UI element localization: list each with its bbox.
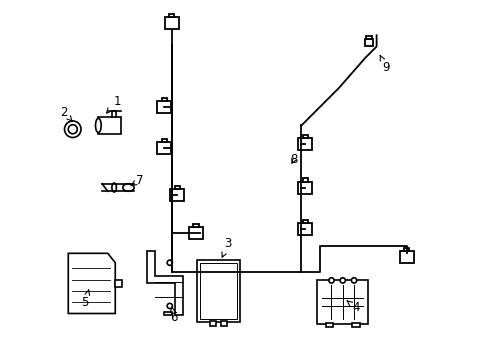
Circle shape <box>351 278 357 283</box>
Text: 1: 1 <box>107 95 121 113</box>
Bar <box>399 251 414 263</box>
Circle shape <box>167 303 172 309</box>
FancyBboxPatch shape <box>197 260 240 322</box>
Bar <box>365 39 373 46</box>
Bar <box>189 227 203 239</box>
Text: 5: 5 <box>81 290 90 309</box>
Bar <box>165 17 179 29</box>
Bar <box>221 321 227 325</box>
Bar <box>367 36 372 39</box>
Bar <box>302 135 308 138</box>
Bar <box>157 101 172 113</box>
Bar <box>162 139 167 142</box>
Bar <box>194 224 199 227</box>
Bar <box>174 186 180 189</box>
Text: 3: 3 <box>222 238 232 257</box>
Bar <box>157 142 172 154</box>
Bar <box>302 179 308 181</box>
Text: 4: 4 <box>347 301 360 314</box>
Ellipse shape <box>112 183 117 192</box>
Bar <box>210 321 216 325</box>
Polygon shape <box>98 117 121 134</box>
Bar <box>298 181 312 194</box>
Bar <box>298 223 312 235</box>
Text: 7: 7 <box>131 174 144 186</box>
Circle shape <box>329 278 334 283</box>
Circle shape <box>68 125 77 134</box>
Bar <box>170 189 184 201</box>
Ellipse shape <box>96 118 101 132</box>
Bar <box>298 138 312 150</box>
Bar <box>200 263 237 319</box>
Ellipse shape <box>123 184 134 191</box>
Bar <box>404 248 409 251</box>
Bar <box>162 98 167 101</box>
Bar <box>302 220 308 223</box>
Bar <box>169 14 174 17</box>
Bar <box>115 280 122 287</box>
Circle shape <box>340 278 345 283</box>
Text: 9: 9 <box>380 55 390 74</box>
Bar <box>164 312 171 315</box>
FancyBboxPatch shape <box>317 280 368 324</box>
Polygon shape <box>68 253 115 314</box>
Bar <box>352 323 360 327</box>
Circle shape <box>167 260 172 265</box>
Bar <box>326 323 333 327</box>
Text: 6: 6 <box>170 307 177 324</box>
Circle shape <box>65 121 81 138</box>
Text: 8: 8 <box>290 153 297 166</box>
Text: 2: 2 <box>60 106 73 121</box>
Polygon shape <box>147 251 183 315</box>
